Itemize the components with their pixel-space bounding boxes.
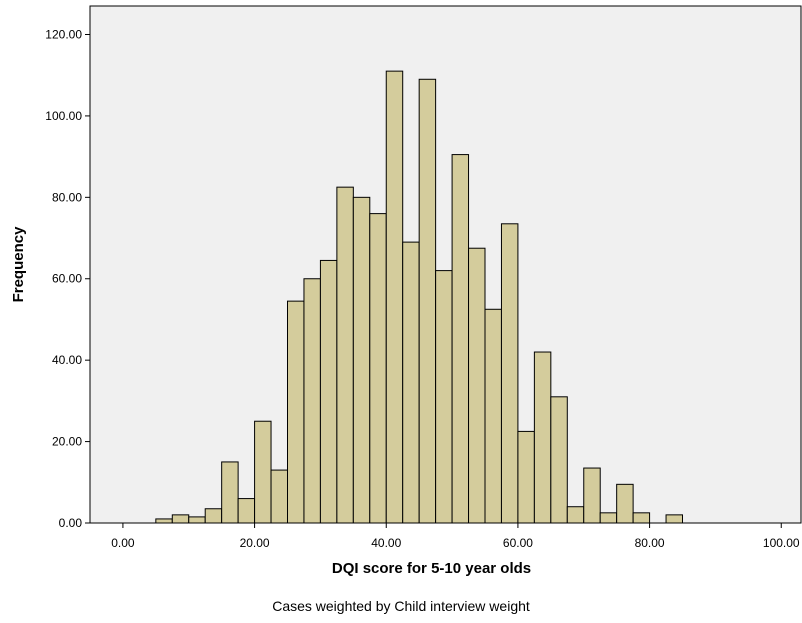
histogram-bar	[418, 78, 437, 524]
x-tick-label: 100.00	[763, 536, 800, 550]
histogram-bar	[402, 241, 420, 524]
histogram-bar	[484, 308, 502, 524]
histogram-bar	[254, 420, 272, 524]
x-tick-label: 40.00	[371, 536, 401, 550]
histogram-bar	[287, 300, 305, 524]
histogram-bar	[188, 516, 206, 524]
bars-group	[155, 70, 684, 524]
histogram-bar	[550, 396, 568, 524]
histogram-bar	[155, 518, 173, 524]
chart-footnote: Cases weighted by Child interview weight	[272, 598, 530, 614]
histogram-bar	[533, 351, 552, 524]
x-tick-label: 0.00	[111, 536, 135, 550]
y-tick-label: 120.00	[45, 27, 82, 41]
histogram-bar	[583, 467, 601, 524]
y-tick-label: 40.00	[52, 353, 82, 367]
histogram-bar	[204, 508, 223, 524]
histogram-bar	[451, 154, 470, 524]
histogram-bar	[336, 186, 354, 524]
histogram-bar	[171, 514, 190, 524]
histogram-bar	[270, 469, 288, 524]
y-tick-label: 0.00	[59, 516, 83, 530]
histogram-bar	[237, 498, 256, 524]
histogram-bar	[599, 512, 618, 524]
x-tick-label: 80.00	[635, 536, 665, 550]
histogram-bar	[352, 196, 371, 524]
histogram-bar	[435, 270, 453, 524]
histogram-bar	[468, 247, 486, 524]
y-tick-label: 80.00	[52, 190, 82, 204]
histogram-bar	[369, 213, 387, 524]
histogram-bar	[616, 483, 634, 524]
x-axis-title: DQI score for 5-10 year olds	[332, 560, 531, 577]
y-tick-label: 20.00	[52, 435, 82, 449]
x-tick-label: 60.00	[503, 536, 533, 550]
histogram-bar	[566, 506, 585, 524]
histogram-bar	[517, 430, 535, 524]
y-ticks-group: 0.00 20.00 40.00 60.00 80.00 100.00 120.00	[45, 27, 90, 530]
histogram-bar	[221, 461, 239, 524]
histogram-bar	[303, 278, 321, 524]
y-tick-label: 60.00	[52, 272, 82, 286]
y-tick-label: 100.00	[45, 109, 82, 123]
histogram-bar	[665, 514, 684, 524]
histogram-bar	[500, 223, 519, 524]
y-axis-title: Frequency	[10, 226, 27, 303]
histogram-bar	[319, 259, 338, 524]
histogram-bar	[632, 512, 651, 524]
histogram-bar	[385, 70, 404, 524]
x-ticks-group: 0.00 20.00 40.00 60.00 80.00 100.00	[111, 523, 800, 550]
x-tick-label: 20.00	[240, 536, 270, 550]
